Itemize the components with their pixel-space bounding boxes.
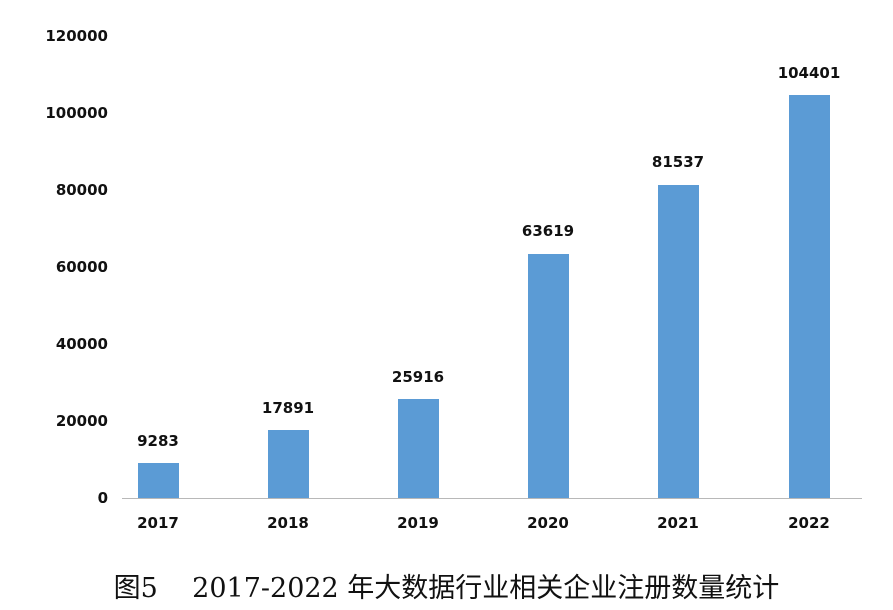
y-tick-60000: 60000: [55, 258, 108, 276]
bar-2021: [658, 185, 699, 498]
x-label-2019: 2019: [397, 514, 439, 532]
bar-2017: [138, 463, 179, 498]
x-label-2017: 2017: [137, 514, 179, 532]
data-label-2022: 104401: [777, 64, 841, 82]
y-tick-20000: 20000: [55, 412, 108, 430]
data-label-2019: 25916: [391, 368, 445, 386]
data-label-2020: 63619: [521, 222, 575, 240]
y-tick-80000: 80000: [55, 181, 108, 199]
y-tick-100000: 100000: [45, 104, 108, 122]
bar-2018: [268, 430, 309, 498]
bar-chart: 0 20000 40000 60000 80000 100000 120000 …: [45, 27, 862, 532]
data-label-2018: 17891: [261, 399, 315, 417]
data-label-2021: 81537: [651, 153, 705, 171]
bar-2019: [398, 399, 439, 498]
x-label-2022: 2022: [788, 514, 830, 532]
figure-caption: 图5 2017-2022 年大数据行业相关企业注册数量统计: [113, 573, 780, 604]
y-tick-40000: 40000: [55, 335, 108, 353]
bar-2020: [528, 254, 569, 498]
data-label-2017: 9283: [137, 432, 179, 450]
x-label-2018: 2018: [267, 514, 309, 532]
x-label-2021: 2021: [657, 514, 699, 532]
y-tick-0: 0: [97, 489, 108, 507]
bar-2022: [789, 95, 830, 498]
x-label-2020: 2020: [527, 514, 569, 532]
y-tick-120000: 120000: [45, 27, 108, 45]
x-axis-line: [122, 498, 862, 499]
